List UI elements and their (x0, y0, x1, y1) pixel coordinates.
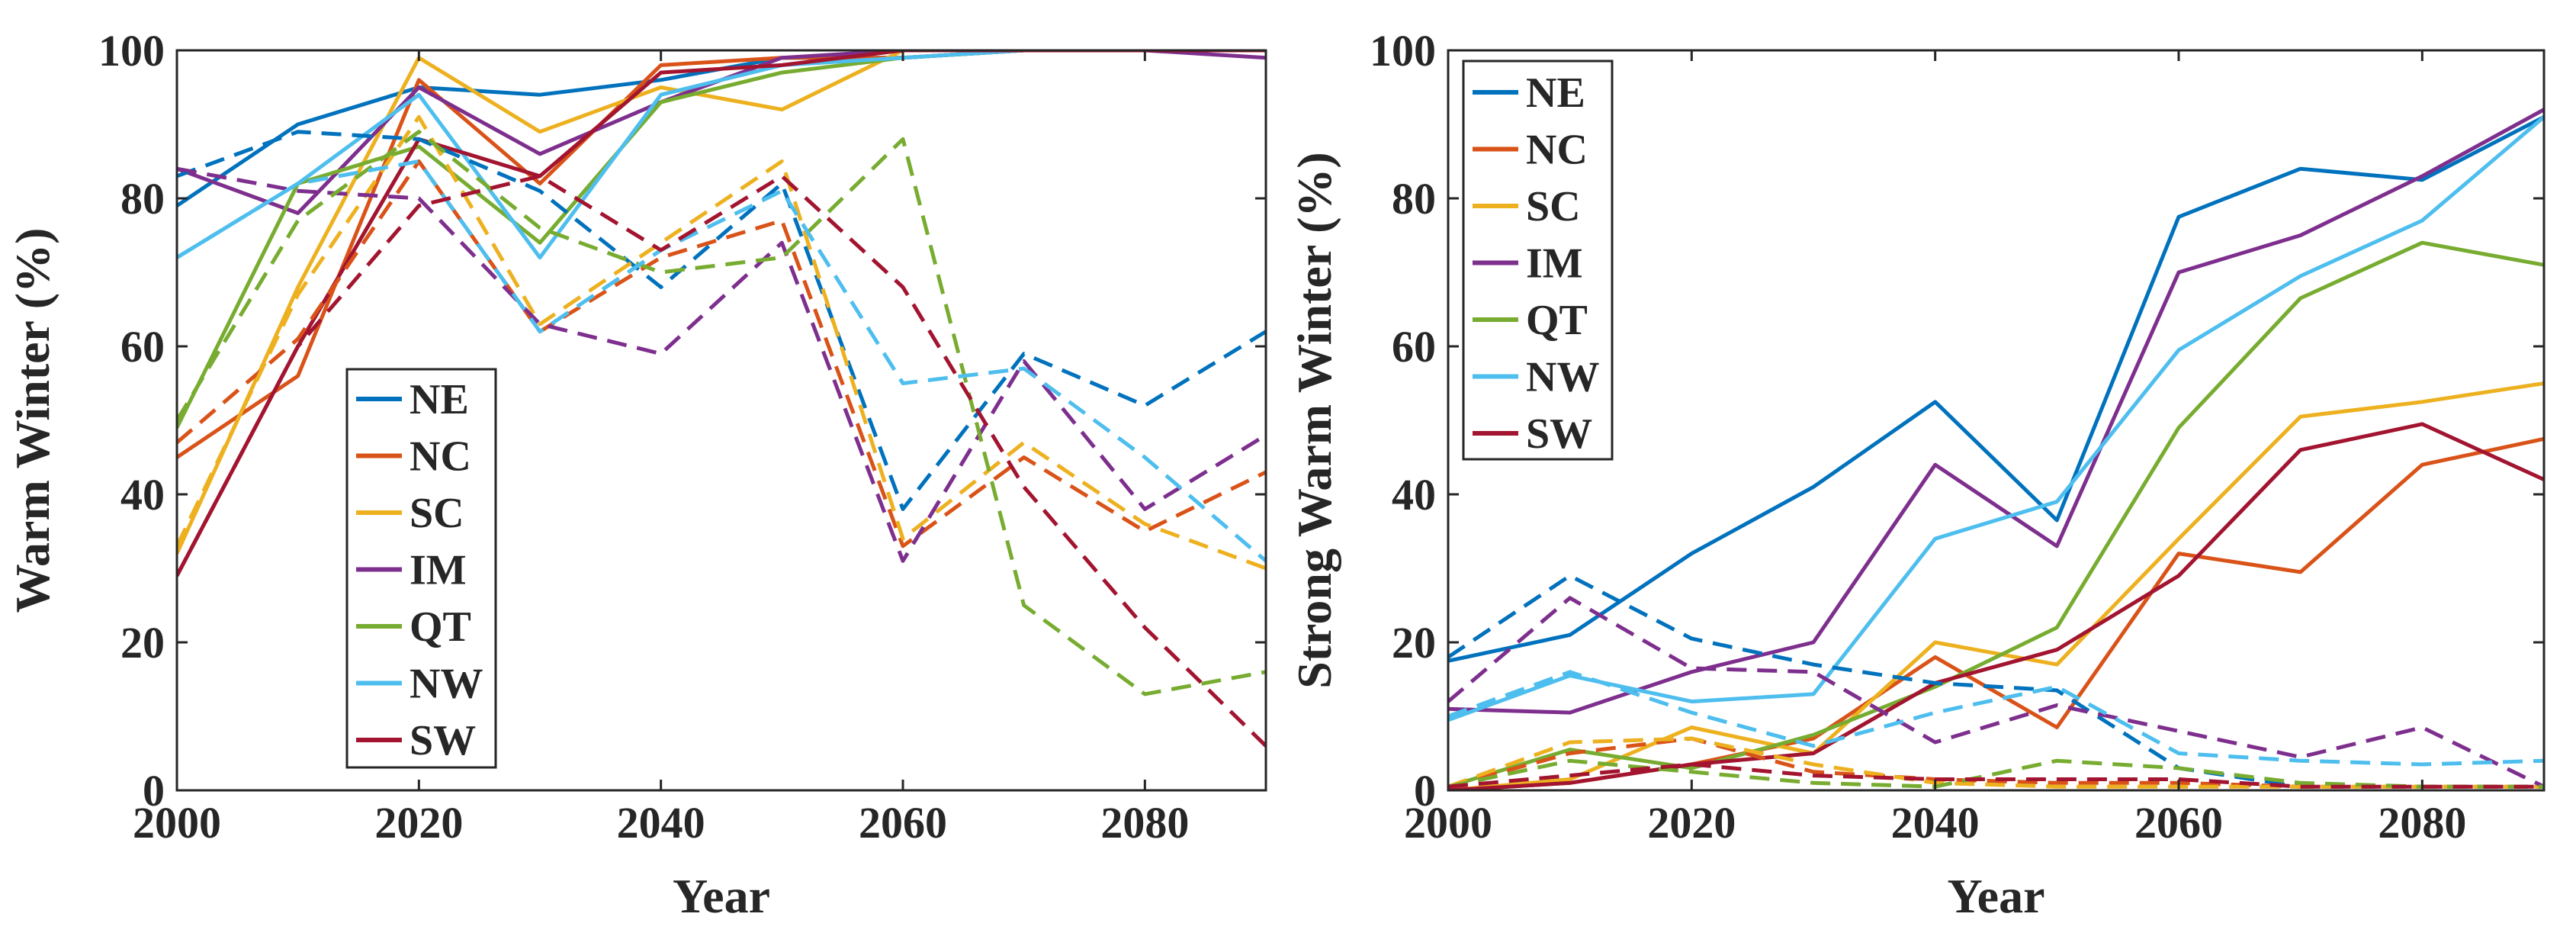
x-tick-label: 2020 (1647, 798, 1736, 848)
legend-label-qt: QT (1526, 297, 1588, 344)
x-tick-label: 2040 (617, 798, 705, 848)
series-line-ne (1448, 115, 2544, 663)
legend-label-ne: NE (1526, 69, 1585, 117)
y-axis-label: Strong Warm Winter (%) (1287, 152, 1341, 688)
axes-box (1447, 49, 2545, 792)
y-tick-label: 60 (120, 322, 165, 372)
x-tick-label: 2080 (1100, 798, 1189, 848)
series-line-nw-dashed (1448, 670, 2544, 767)
legend-box (1462, 60, 1614, 461)
y-tick-label: 60 (1392, 322, 1436, 372)
series-line-sw-dashed (177, 174, 1266, 748)
y-tick-label: 0 (1414, 766, 1436, 815)
chart-1: 2000 2020 2040 2060 2080020406080100YearWarm… (5, 26, 1267, 923)
series-group (177, 50, 1266, 748)
legend-label-qt: QT (410, 603, 471, 651)
series-line-im-dashed (177, 166, 1266, 563)
series-line-sw (177, 50, 1266, 577)
series-line-nc (177, 50, 1266, 459)
legend-label-sw: SW (410, 717, 476, 764)
y-tick-label: 100 (98, 26, 165, 76)
x-tick-label: 2020 (374, 798, 463, 848)
series-line-qt-dashed (177, 130, 1266, 696)
y-tick-label: 100 (1370, 26, 1436, 76)
y-tick-label: 40 (120, 470, 165, 520)
x-tick-label: 2060 (859, 798, 947, 848)
x-axis-label: Year (1948, 869, 2045, 923)
legend-label-sc: SC (410, 490, 464, 537)
y-tick-label: 20 (1392, 618, 1436, 668)
legend-label-nw: NW (410, 661, 483, 708)
y-tick-label: 80 (120, 174, 165, 224)
series-line-nw-dashed (177, 159, 1266, 563)
legend-label-nc: NC (1526, 127, 1588, 174)
series-line-qt-dashed (1448, 758, 2544, 789)
series-line-ne-dashed (177, 130, 1266, 511)
legend-label-sw: SW (1526, 410, 1592, 458)
y-tick-label: 40 (1392, 470, 1436, 520)
series-line-nw (177, 50, 1266, 260)
legend-label-ne: NE (410, 376, 469, 423)
legend-label-sc: SC (1526, 183, 1581, 230)
axes-box (175, 49, 1267, 792)
legend: NE NC SC IM QT NW SW (345, 368, 497, 769)
x-axis-label: Year (673, 869, 770, 923)
legend: NE NC SC IM QT NW SW (1462, 60, 1614, 461)
x-tick-label: 2040 (1891, 798, 1980, 848)
chart-2: 2000 2020 2040 2060 2080020406080100YearStro… (1287, 26, 2545, 923)
y-axis-label: Warm Winter (%) (5, 228, 59, 613)
series-line-im-dashed (1448, 596, 2544, 789)
x-tick-label: 2060 (2134, 798, 2223, 848)
y-tick-label: 80 (1392, 174, 1436, 224)
legend-label-nc: NC (410, 433, 471, 481)
legend-label-nw: NW (1526, 354, 1599, 401)
series-line-sc-dashed (177, 114, 1266, 571)
series-line-sw-dashed (1448, 762, 2544, 789)
series-line-sc (1448, 381, 2544, 790)
plot-area (177, 50, 1266, 790)
series-line-qt (1448, 240, 2544, 789)
series-line-sc (177, 50, 1266, 555)
series-line-qt (177, 50, 1266, 429)
legend-label-im: IM (1526, 240, 1583, 288)
x-tick-label: 2000 (1404, 798, 1492, 848)
y-tick-label: 0 (143, 766, 165, 815)
x-tick-label: 2080 (2378, 798, 2466, 848)
series-line-nc-dashed (177, 159, 1266, 548)
series-line-nw (1448, 115, 2544, 722)
x-tick-label: 2000 (133, 798, 221, 848)
series-line-sw (1448, 422, 2544, 790)
y-tick-label: 20 (120, 618, 165, 668)
legend-label-im: IM (410, 547, 467, 594)
series-group (1448, 108, 2544, 790)
